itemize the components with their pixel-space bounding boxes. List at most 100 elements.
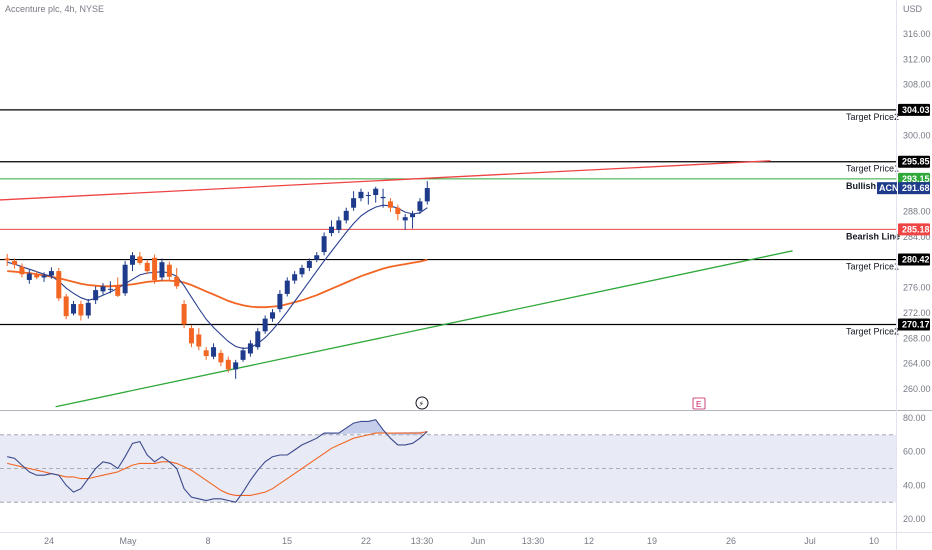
candle[interactable] — [321, 236, 327, 253]
candle[interactable] — [380, 196, 386, 199]
candle[interactable] — [262, 318, 268, 332]
candle[interactable] — [373, 188, 379, 196]
price-tag-label: 280.42 — [902, 255, 930, 265]
lightning-icon[interactable] — [415, 396, 429, 410]
symbol-tag — [877, 182, 897, 195]
currency-label: USD — [903, 4, 923, 14]
level-label: Bearish Line — [846, 231, 900, 241]
time-tick-label: 19 — [647, 536, 657, 546]
candle[interactable] — [314, 255, 320, 260]
time-tick-label: 10 — [869, 536, 879, 546]
price-tag — [898, 155, 930, 168]
candle[interactable] — [144, 262, 150, 272]
candle[interactable] — [211, 347, 217, 357]
candle[interactable] — [358, 191, 364, 199]
rsi-tick-label: 80.00 — [903, 413, 926, 423]
rsi-line — [7, 419, 428, 503]
candle[interactable] — [203, 350, 209, 357]
resistance-trendline[interactable] — [0, 160, 771, 201]
candle[interactable] — [270, 312, 276, 319]
candle[interactable] — [137, 256, 143, 263]
price-tag-label: 293.15 — [902, 174, 930, 184]
level-label: Target Price2 — [846, 112, 899, 122]
candle[interactable] — [387, 201, 393, 208]
candle[interactable] — [78, 304, 84, 316]
candle[interactable] — [19, 266, 25, 275]
candle[interactable] — [93, 290, 99, 301]
candle[interactable] — [351, 198, 357, 208]
candle[interactable] — [218, 352, 224, 363]
candle[interactable] — [402, 217, 408, 221]
candle[interactable] — [247, 343, 253, 354]
candle[interactable] — [255, 331, 261, 348]
candle[interactable] — [188, 328, 194, 344]
candle[interactable] — [277, 293, 283, 310]
support-trendline[interactable] — [55, 250, 793, 408]
rsi-tick-label: 60.00 — [903, 447, 926, 457]
time-tick-label: 26 — [726, 536, 736, 546]
candle[interactable] — [115, 286, 121, 296]
candle[interactable] — [233, 362, 239, 370]
symbol-tag-label: ACN — [879, 183, 899, 193]
candle[interactable] — [225, 359, 231, 370]
candle[interactable] — [71, 304, 77, 314]
candle[interactable] — [328, 226, 334, 234]
time-tick-label: 24 — [44, 536, 54, 546]
candle[interactable] — [107, 288, 113, 290]
price-tick-label: 268.00 — [903, 333, 931, 343]
candle[interactable] — [306, 260, 312, 268]
candle[interactable] — [284, 280, 290, 294]
price-tick-label: 284.00 — [903, 232, 931, 242]
candle[interactable] — [166, 264, 172, 277]
candle[interactable] — [129, 255, 135, 265]
rsi-ma-line — [7, 430, 428, 496]
candle[interactable] — [196, 334, 202, 347]
time-tick-label: 12 — [584, 536, 594, 546]
candle[interactable] — [299, 267, 305, 275]
candle[interactable] — [417, 201, 423, 211]
candle[interactable] — [12, 260, 18, 265]
rsi-overbought-fill — [316, 419, 428, 435]
price-tick-label: 288.00 — [903, 207, 931, 217]
price-tag-label: 304.03 — [902, 105, 930, 115]
candle[interactable] — [174, 276, 180, 287]
price-tag — [898, 223, 930, 236]
candle[interactable] — [41, 275, 47, 278]
price-pane[interactable]: Target Price2 Target Price1 Bullish L Beari… — [0, 109, 900, 410]
candle[interactable] — [365, 195, 371, 197]
rsi-pane[interactable] — [0, 419, 896, 503]
price-tag — [898, 172, 930, 185]
time-tick-label: Jun — [471, 536, 486, 546]
candle[interactable] — [159, 262, 165, 278]
price-tick-label: 308.00 — [903, 80, 931, 90]
candle[interactable] — [395, 207, 401, 215]
candle[interactable] — [424, 188, 430, 202]
candle[interactable] — [181, 304, 187, 325]
candle[interactable] — [343, 210, 349, 221]
time-tick-label: 22 — [361, 536, 371, 546]
candle[interactable] — [410, 214, 416, 218]
candle[interactable] — [85, 302, 91, 316]
candle[interactable] — [4, 258, 10, 261]
price-tag — [898, 318, 930, 331]
candle[interactable] — [152, 257, 158, 280]
candle[interactable] — [48, 271, 54, 276]
level-label: Bullish L — [846, 181, 885, 191]
candle[interactable] — [100, 286, 106, 292]
candle[interactable] — [26, 273, 32, 280]
candle[interactable] — [336, 220, 342, 230]
lightning-glyph: ⚡ — [419, 400, 425, 409]
candle[interactable] — [122, 264, 128, 294]
price-tag-label: 285.18 — [902, 224, 930, 234]
candle[interactable] — [292, 274, 298, 281]
price-tick-label: 264.00 — [903, 359, 931, 369]
price-tick-label: 300.00 — [903, 130, 931, 140]
price-tick-label: 316.00 — [903, 29, 931, 39]
candle[interactable] — [63, 296, 69, 317]
earnings-icon[interactable] — [692, 397, 706, 410]
candle[interactable] — [34, 274, 40, 278]
ma-fast-line — [7, 204, 428, 349]
candle[interactable] — [240, 350, 246, 360]
candle[interactable] — [56, 271, 62, 299]
